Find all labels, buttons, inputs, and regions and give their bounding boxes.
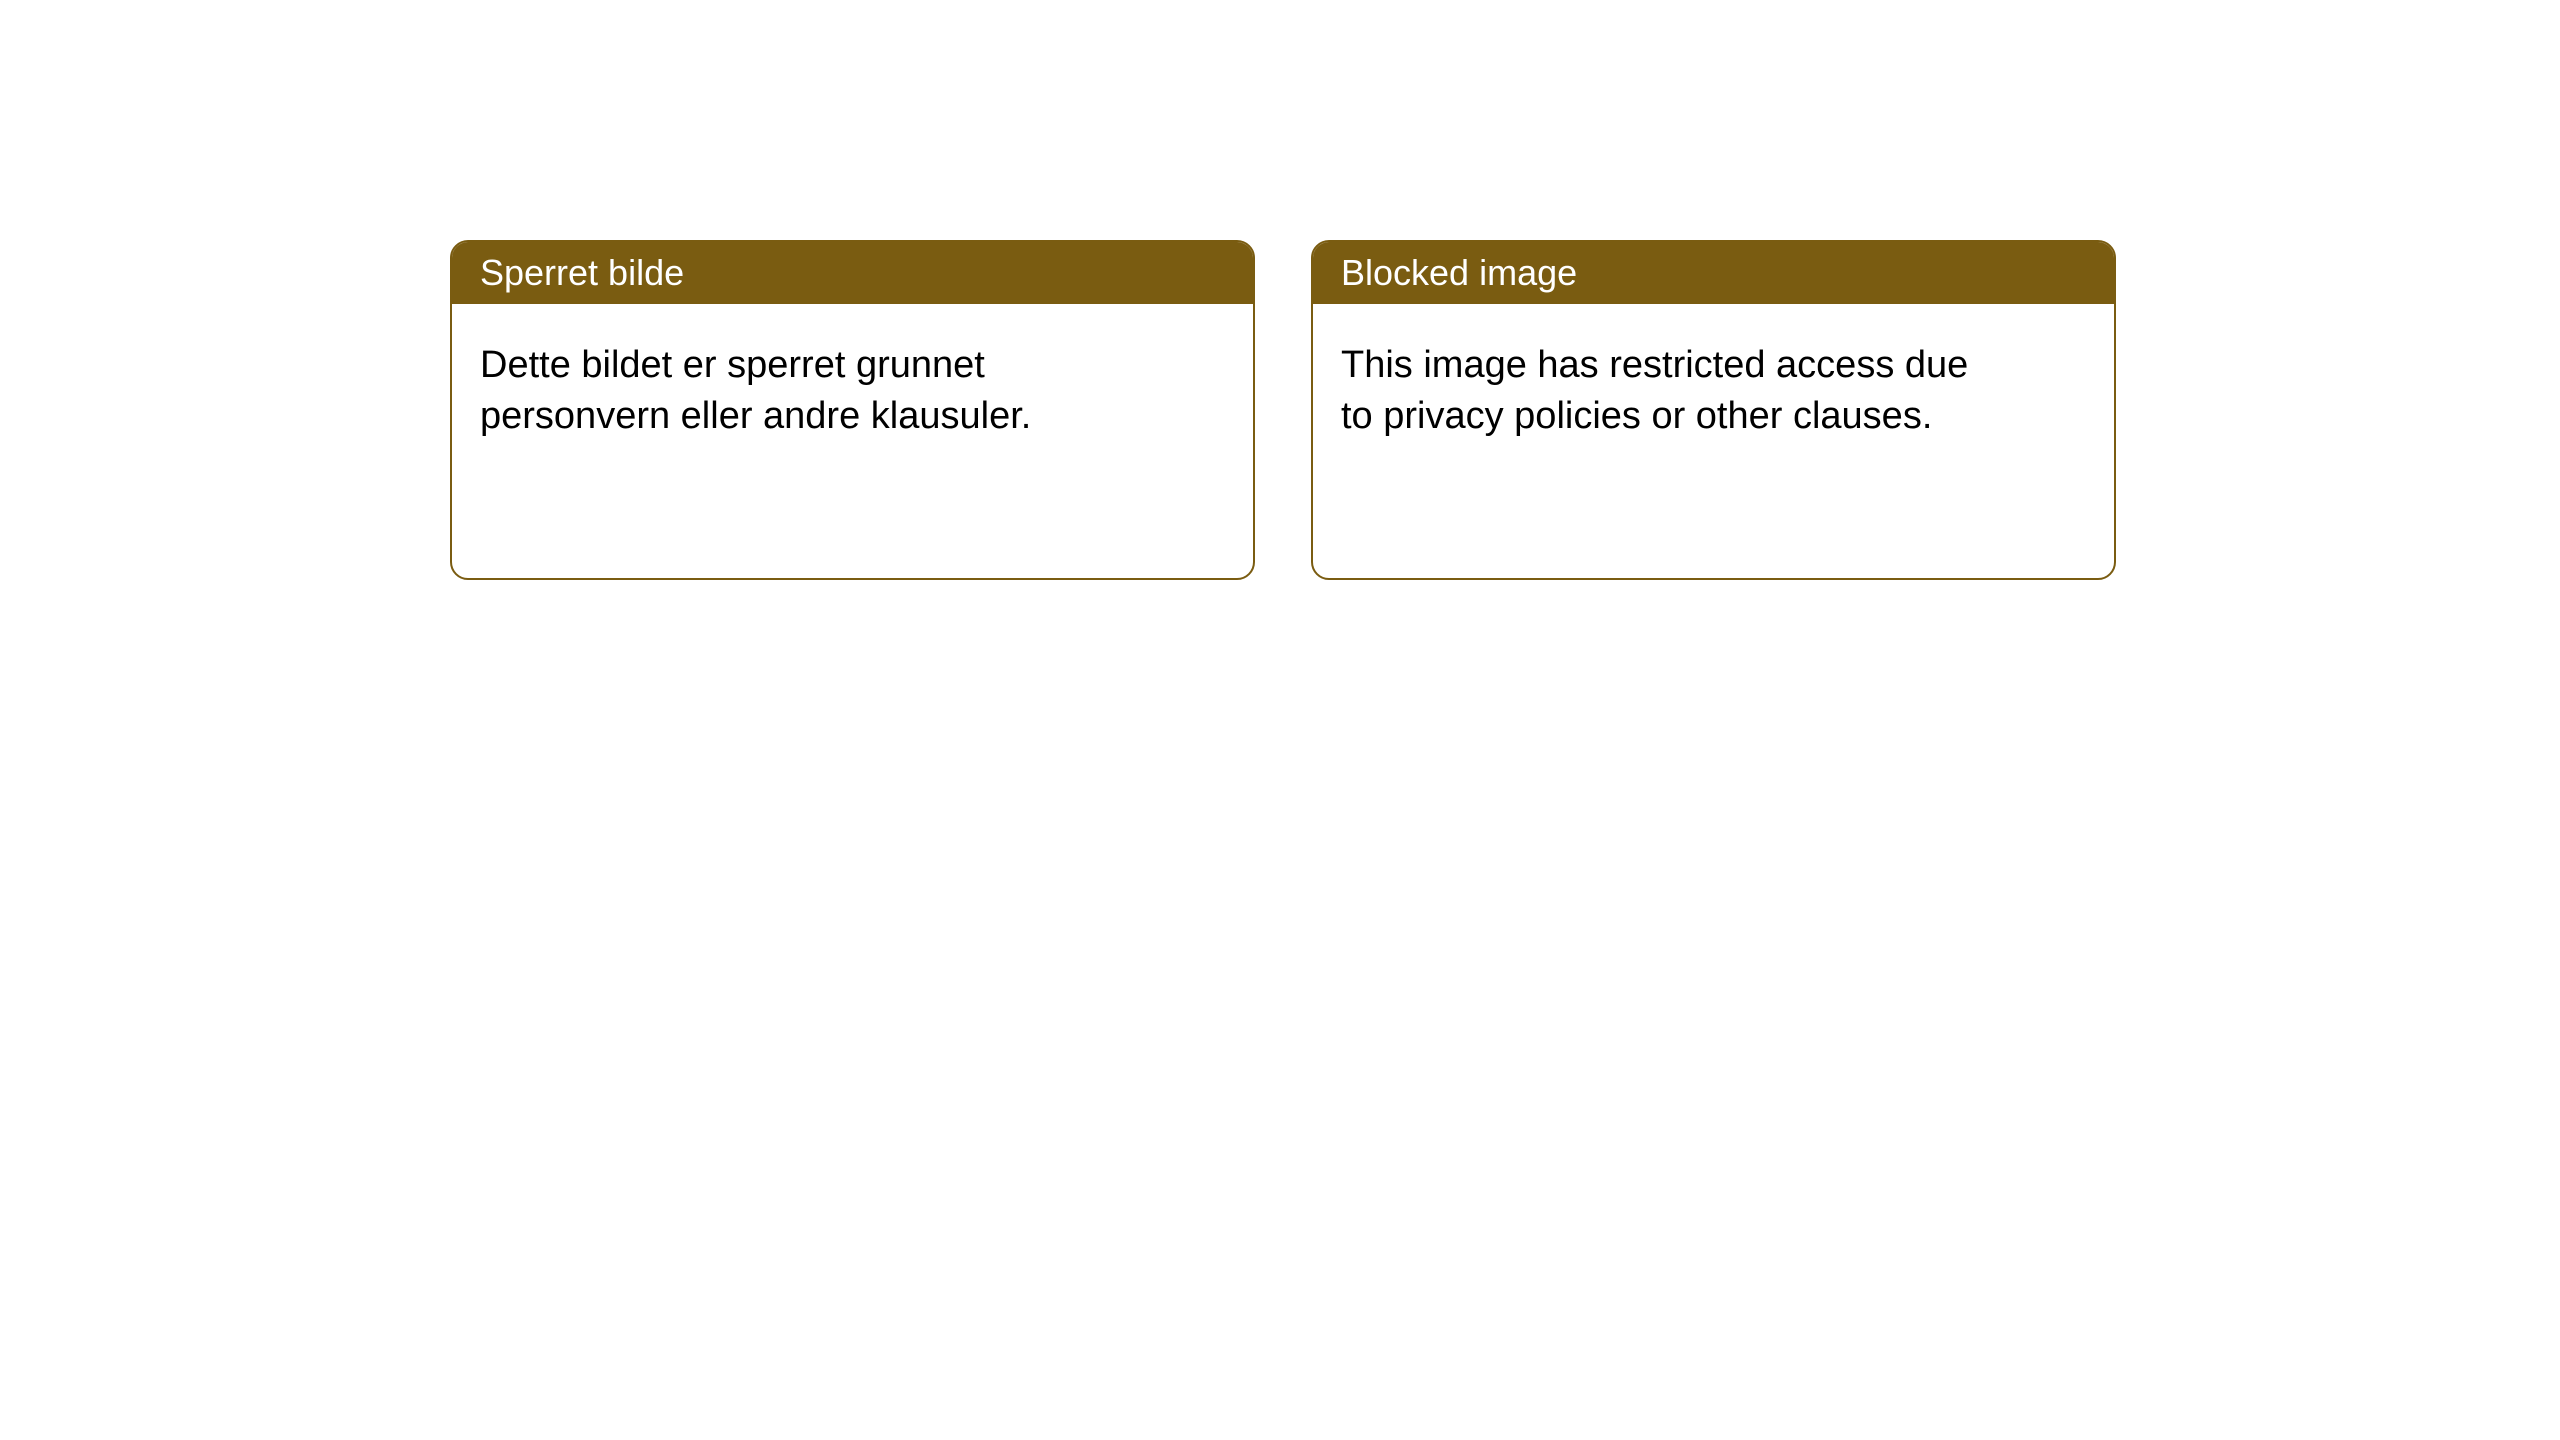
notice-card-norwegian: Sperret bilde Dette bildet er sperret gr…: [450, 240, 1255, 580]
notice-title: Sperret bilde: [480, 252, 684, 293]
notice-body: Dette bildet er sperret grunnet personve…: [452, 304, 1253, 578]
notice-message: This image has restricted access due to …: [1341, 340, 1981, 443]
notice-title: Blocked image: [1341, 252, 1577, 293]
notice-header: Blocked image: [1313, 242, 2114, 304]
notice-card-english: Blocked image This image has restricted …: [1311, 240, 2116, 580]
notice-body: This image has restricted access due to …: [1313, 304, 2114, 578]
notice-header: Sperret bilde: [452, 242, 1253, 304]
notice-message: Dette bildet er sperret grunnet personve…: [480, 340, 1120, 443]
notice-container: Sperret bilde Dette bildet er sperret gr…: [0, 0, 2560, 580]
